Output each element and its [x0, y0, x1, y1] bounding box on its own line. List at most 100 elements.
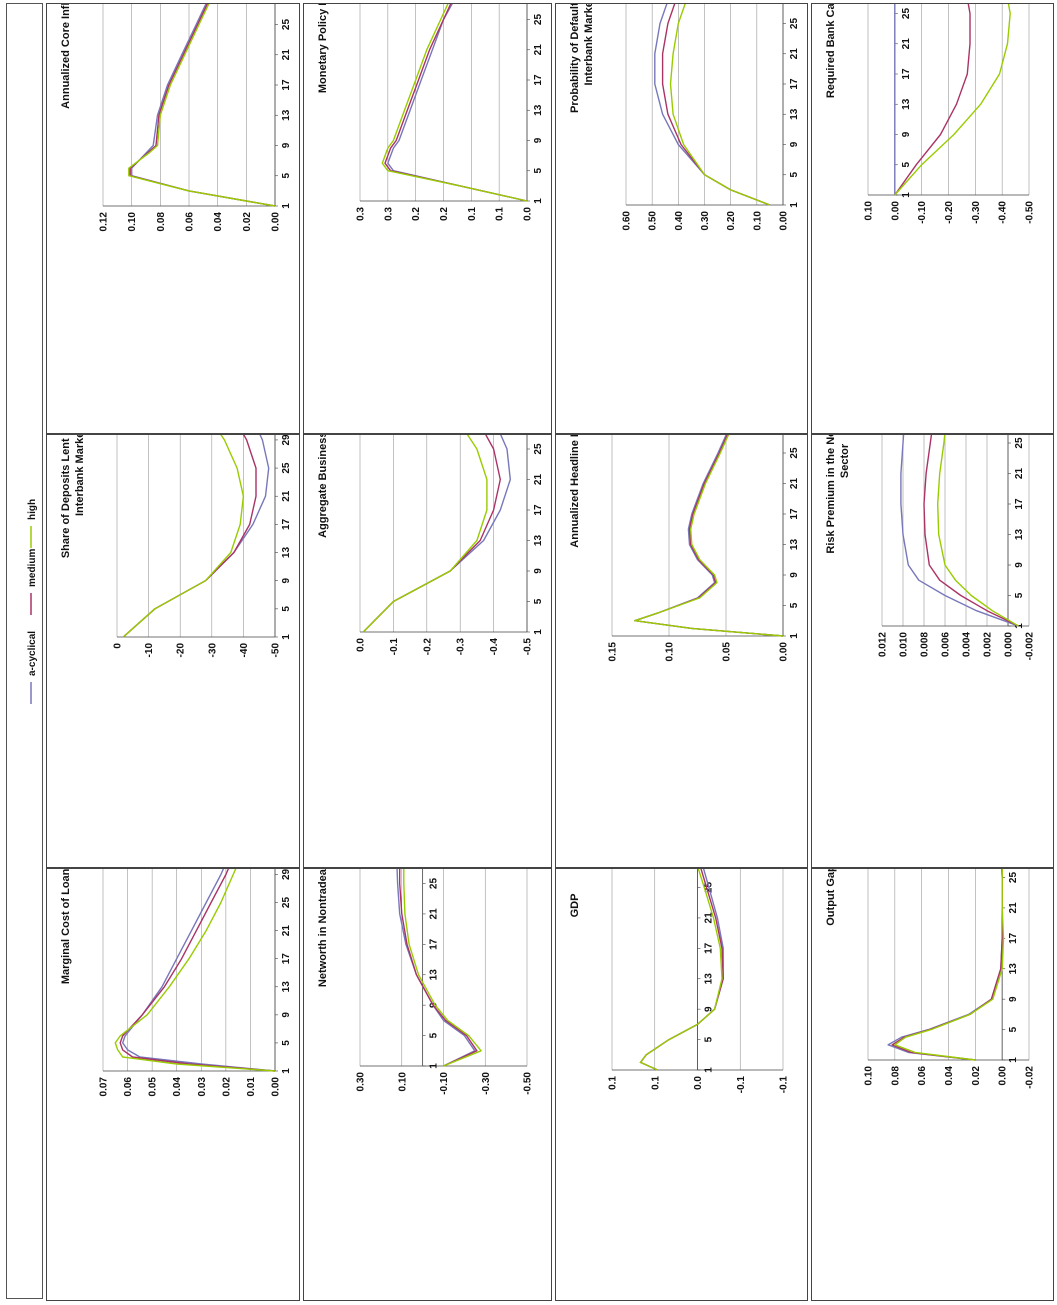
- x-tick-label: 17: [789, 508, 800, 520]
- chart-svg: Monetary Policy Rate 0.3 0.3 0.2 0.2 0.1 0.1 0.…: [317, 4, 544, 221]
- x-tick-label: 25: [1014, 437, 1025, 449]
- series-line-high: [669, 4, 771, 206]
- y-tick-label: -30: [207, 643, 218, 658]
- legend-label-medium: medium: [27, 549, 38, 587]
- x-tick-label: 1: [789, 633, 800, 639]
- y-tick-label: 0.10: [864, 1066, 875, 1086]
- chart-panel-7: Annualized Headline Inflation 0.15 0.10 0.0…: [555, 434, 808, 868]
- series-line-high: [381, 4, 528, 202]
- series-line-high: [936, 435, 1019, 627]
- y-tick-label: 0.06: [185, 212, 196, 232]
- y-tick-label: 0.2: [411, 207, 422, 221]
- x-tick-label: 13: [533, 535, 544, 547]
- x-tick-label: 5: [704, 1036, 715, 1042]
- x-tick-label: 9: [789, 572, 800, 578]
- y-tick-label: -0.5: [523, 638, 534, 656]
- x-tick-label: 21: [1014, 468, 1025, 480]
- x-tick-label: 9: [1014, 562, 1025, 568]
- chart-title: Probability of Default in the: [569, 4, 581, 113]
- x-tick-label: 21: [789, 478, 800, 490]
- y-tick-label: -0.1: [779, 1076, 790, 1094]
- x-tick-label: 25: [533, 14, 544, 26]
- series-line-medium: [398, 869, 478, 1067]
- chart-panel-5: Monetary Policy Rate 0.3 0.3 0.2 0.2 0.1 0.1 0.…: [303, 3, 552, 434]
- chart-panel-11: Required Bank Capital, % 0.10 0.00 -0.10 -0.…: [811, 3, 1054, 434]
- x-tick-label: 5: [281, 606, 292, 612]
- x-tick-label: 1: [901, 192, 912, 198]
- x-tick-label: 21: [281, 490, 292, 502]
- x-tick-label: 17: [901, 68, 912, 80]
- chart-title: Annualized Core Inflation: [60, 4, 72, 109]
- y-tick-label: -0.50: [523, 1072, 534, 1095]
- x-tick-label: 25: [789, 447, 800, 459]
- y-tick-label: 0.02: [242, 212, 253, 232]
- x-tick-label: 29: [281, 869, 292, 880]
- y-tick-label: 0.50: [648, 211, 659, 231]
- y-tick-label: 0.1: [495, 207, 506, 221]
- x-tick-label: 29: [281, 435, 292, 445]
- y-tick-label: 0.1: [608, 1076, 619, 1090]
- chart-svg: Output Gap 0.10 0.08 0.06 0.04 0.02 0.00 -0.02 1…: [825, 869, 1036, 1089]
- series-line-medium: [661, 4, 771, 206]
- chart-title: Required Bank Capital, %: [825, 4, 837, 98]
- y-tick-label: 0.2: [439, 207, 450, 221]
- y-tick-label: -0.40: [998, 201, 1009, 224]
- y-tick-label: 0.00: [890, 201, 901, 221]
- y-tick-label: 0.60: [622, 211, 633, 231]
- y-tick-label: 0.1: [650, 1076, 661, 1090]
- y-tick-label: 0.02: [221, 1077, 232, 1097]
- y-tick-label: 0.40: [674, 211, 685, 231]
- x-tick-label: 21: [281, 49, 292, 61]
- series-line-a-cyclical: [900, 435, 1019, 627]
- y-tick-label: -0.10: [917, 201, 928, 224]
- y-tick-label: 0.10: [752, 211, 763, 231]
- x-tick-label: 9: [704, 1006, 715, 1012]
- series-line-a-cyclical: [634, 435, 784, 637]
- x-tick-label: 5: [901, 162, 912, 168]
- y-tick-label: -0.2: [422, 638, 433, 656]
- chart-title: GDP: [569, 894, 581, 918]
- chart-title: Networth in Nontradeable Sector: [317, 869, 329, 987]
- y-tick-label: 0.008: [920, 632, 931, 657]
- x-tick-label: 1: [281, 634, 292, 640]
- x-tick-label: 21: [533, 44, 544, 56]
- chart-title: Risk Premium in the Nontradeables: [825, 435, 837, 554]
- x-tick-label: 13: [533, 104, 544, 116]
- x-tick-label: 9: [533, 568, 544, 574]
- x-tick-label: 25: [901, 8, 912, 20]
- x-tick-label: 13: [1008, 963, 1019, 975]
- series-line-a-cyclical: [654, 4, 771, 206]
- y-tick-label: 0.15: [608, 642, 619, 662]
- y-tick-label: 0.00: [271, 1077, 282, 1097]
- series-line-a-cyclical: [122, 435, 270, 638]
- series-line-high: [634, 435, 784, 637]
- y-tick-label: 0.01: [246, 1077, 257, 1097]
- x-tick-label: 13: [429, 969, 440, 981]
- series-line-a-cyclical: [130, 4, 276, 207]
- x-tick-label: 5: [789, 172, 800, 178]
- series-line-a-cyclical: [121, 869, 276, 1072]
- x-tick-label: 9: [429, 1002, 440, 1008]
- y-tick-label: 0.000: [1004, 632, 1015, 657]
- y-tick-label: 0.10: [127, 212, 138, 232]
- chart-title: Output Gap: [825, 869, 837, 926]
- chart-svg: GDP0.10.10.0-0.1-0.115913172125293337414…: [569, 869, 790, 1094]
- y-tick-label: 0.3: [383, 207, 394, 221]
- y-tick-label: 0.004: [962, 632, 973, 657]
- x-tick-label: 17: [1014, 498, 1025, 510]
- legend-label-high: high: [27, 499, 38, 520]
- x-tick-label: 17: [1008, 932, 1019, 944]
- x-tick-label: 17: [281, 79, 292, 91]
- x-tick-label: 21: [429, 908, 440, 920]
- x-tick-label: 5: [281, 173, 292, 179]
- y-tick-label: -0.30: [481, 1072, 492, 1095]
- y-tick-label: -0.1: [736, 1076, 747, 1094]
- x-tick-label: 1: [533, 629, 544, 635]
- x-tick-label: 21: [533, 474, 544, 486]
- y-tick-label: 0.04: [944, 1066, 955, 1086]
- series-line-medium: [888, 4, 971, 196]
- chart-title: Share of Deposits Lent out in the: [60, 435, 72, 558]
- y-tick-label: 0.10: [397, 1072, 408, 1092]
- y-tick-label: 0.3: [356, 207, 367, 221]
